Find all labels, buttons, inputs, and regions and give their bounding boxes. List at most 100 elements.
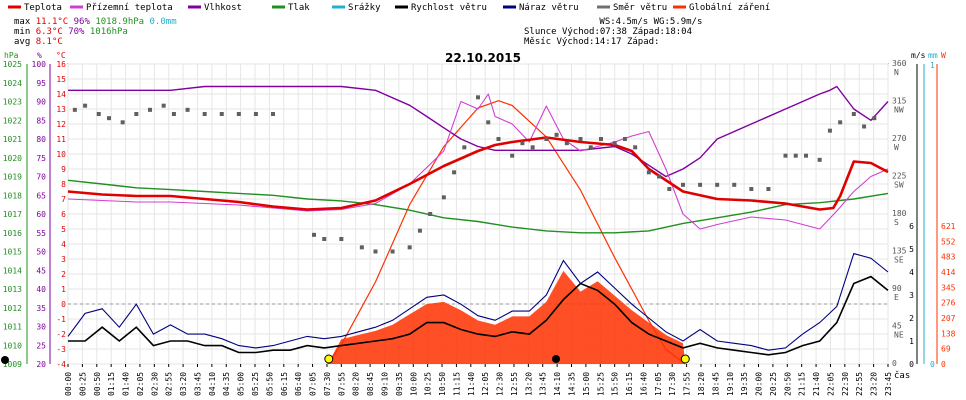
- wind-dir-point-38: [599, 137, 603, 141]
- temp-tick-19: -3: [56, 345, 66, 354]
- x-tick-11: 04:35: [222, 372, 231, 396]
- solar-area: [327, 270, 686, 364]
- pct-tick-5: 75: [36, 154, 46, 163]
- wg-value: WG:5.9m/s: [653, 17, 703, 27]
- wind-dir-point-51: [783, 153, 788, 158]
- sunset-marker: [680, 354, 690, 364]
- temp-tick-0: 16: [56, 60, 66, 69]
- stats-max-temp: 11.1°C: [35, 17, 69, 27]
- x-tick-17: 07:05: [309, 372, 318, 396]
- legend-label-7: Směr větru: [613, 3, 667, 13]
- wind-dir-point-48: [732, 182, 737, 187]
- temp-tick-10: 6: [61, 210, 66, 219]
- wind-dir-point-45: [681, 182, 685, 187]
- temp-tick-5: 11: [56, 135, 66, 144]
- w-tick-4: 345: [941, 283, 956, 292]
- x-tick-47: 19:35: [740, 372, 749, 396]
- hpa-tick-5: 1020: [3, 154, 22, 163]
- wind-dir-point-24: [441, 195, 446, 200]
- x-tick-46: 19:10: [726, 372, 735, 396]
- stats-min-temp: 6.3°C: [35, 27, 63, 37]
- wind-dir-point-9: [185, 107, 190, 112]
- legend-label-3: Tlak: [288, 3, 310, 13]
- temp-tick-12: 4: [61, 240, 66, 249]
- pct-tick-14: 30: [36, 323, 46, 332]
- wind-dir-point-13: [253, 112, 258, 116]
- temp-axis-label: °C: [56, 51, 66, 60]
- w-tick-6: 207: [941, 314, 956, 323]
- x-tick-9: 03:45: [193, 372, 202, 396]
- x-tick-4: 01:40: [122, 372, 131, 396]
- legend-label-0: Teplota: [24, 3, 62, 13]
- wind-dir-point-20: [390, 249, 395, 254]
- x-tick-15: 06:15: [280, 372, 289, 396]
- dir-tick-5: 135: [892, 247, 907, 256]
- dir-label-7: NE: [894, 331, 904, 340]
- wind-dir-point-1: [83, 103, 88, 108]
- x-tick-21: 08:45: [366, 372, 375, 396]
- dir-tick-4: 180: [892, 209, 907, 218]
- w-tick-2: 483: [941, 253, 956, 262]
- wind-dir-point-55: [827, 128, 832, 133]
- stats-min-row: min 6.3°C 70% 1016hPa: [14, 27, 264, 37]
- x-tick-27: 11:15: [452, 372, 461, 396]
- sun-rise: Východ:07:38: [561, 27, 627, 37]
- wind-dir-point-57: [851, 112, 856, 116]
- wind-dir-point-6: [148, 107, 152, 112]
- x-tick-43: 17:55: [683, 372, 692, 396]
- ms-tick-1: 5: [909, 245, 914, 254]
- ms-tick-2: 4: [909, 268, 914, 277]
- hpa-tick-9: 1016: [3, 229, 22, 238]
- wind-dir-point-5: [134, 112, 139, 116]
- wind-dir-point-58: [862, 124, 867, 129]
- x-tick-24: 10:00: [409, 372, 418, 396]
- ms-tick-5: 1: [909, 337, 914, 346]
- stats-min-press: 1016hPa: [89, 27, 128, 37]
- legend-label-2: Vlhkost: [204, 3, 242, 13]
- wind-dir-point-23: [428, 212, 433, 216]
- series-wind-gust: [67, 252, 889, 351]
- dir-label-5: SE: [894, 256, 904, 265]
- ms-tick-6: 0: [909, 360, 914, 369]
- dir-tick-2: 270: [892, 134, 907, 143]
- x-tick-19: 07:55: [337, 372, 346, 396]
- wind-dir-point-32: [530, 145, 535, 150]
- x-tick-8: 03:20: [179, 372, 188, 396]
- wind-dir-point-27: [476, 95, 480, 100]
- x-tick-39: 16:15: [625, 372, 634, 396]
- wind-dir-point-56: [838, 120, 843, 125]
- x-tick-51: 21:15: [798, 372, 807, 396]
- x-tick-25: 10:25: [424, 372, 433, 396]
- sun-label: Slunce: [524, 27, 557, 37]
- x-tick-6: 02:30: [150, 372, 159, 396]
- chart-title: 22.10.2015: [445, 51, 521, 65]
- x-tick-29: 12:05: [481, 372, 490, 396]
- pct-tick-4: 80: [36, 135, 46, 144]
- dir-label-1: NW: [894, 106, 904, 115]
- temp-tick-17: -1: [56, 315, 66, 324]
- x-tick-20: 08:20: [352, 372, 361, 396]
- wind-dir-point-33: [544, 137, 549, 141]
- hpa-tick-8: 1017: [3, 210, 22, 219]
- x-tick-54: 22:30: [841, 372, 850, 396]
- dir-label-0: N: [894, 68, 899, 77]
- w-tick-5: 276: [941, 299, 956, 308]
- w-tick-8: 69: [941, 345, 951, 354]
- wind-dir-point-22: [417, 228, 422, 233]
- w-tick-3: 414: [941, 268, 956, 277]
- wind-dir-point-36: [578, 137, 583, 141]
- wind-dir-point-52: [793, 153, 798, 158]
- wind-sun-block: WS:4.5m/s WG:5.9m/s Slunce Východ:07:38 …: [524, 17, 784, 47]
- x-tick-22: 09:10: [380, 372, 389, 396]
- wind-dir-point-2: [96, 112, 101, 116]
- x-tick-53: 22:05: [826, 372, 835, 396]
- mm-axis-label: mm: [928, 51, 938, 60]
- dir-label-2: W: [894, 143, 899, 152]
- ws-value: WS:4.5m/s: [599, 17, 649, 27]
- x-tick-57: 23:45: [884, 372, 893, 396]
- x-tick-44: 18:20: [697, 372, 706, 396]
- wind-dir-point-4: [120, 120, 125, 125]
- hpa-tick-0: 1025: [3, 60, 22, 69]
- x-tick-33: 13:45: [539, 372, 548, 396]
